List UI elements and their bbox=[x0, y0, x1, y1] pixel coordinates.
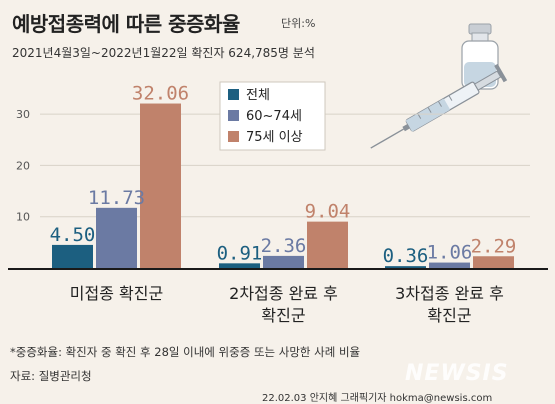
category-label: 2차접종 완료 후 bbox=[229, 284, 338, 303]
bar bbox=[52, 244, 93, 268]
value-label: 2.36 bbox=[261, 235, 307, 257]
category-label: 3차접종 완료 후 bbox=[395, 284, 504, 303]
chart-subtitle: 2021년4월3일~2022년1월22일 확진자 624,785명 분석 bbox=[12, 46, 315, 60]
legend: 전체 60~74세 75세 이상 bbox=[219, 81, 326, 151]
bar bbox=[140, 103, 181, 269]
legend-label: 75세 이상 bbox=[246, 130, 303, 145]
value-label: 9.04 bbox=[305, 201, 351, 223]
value-label: 2.29 bbox=[471, 235, 517, 257]
bar bbox=[473, 256, 514, 268]
legend-label: 전체 bbox=[246, 88, 270, 103]
bar-chart: 10 20 30 4.50 0.91 0.36 11.73 2.36 1.06 32.06 9.0… bbox=[8, 23, 548, 325]
bar bbox=[219, 263, 260, 268]
legend-swatch bbox=[228, 89, 239, 100]
newsis-watermark: NEWSIS bbox=[405, 361, 509, 386]
bar bbox=[307, 221, 348, 268]
bar bbox=[263, 255, 304, 268]
value-label: 0.36 bbox=[383, 245, 429, 267]
category-label: 확진군 bbox=[261, 306, 305, 325]
value-label: 32.06 bbox=[132, 83, 189, 105]
bar bbox=[385, 266, 426, 268]
legend-label: 60~74세 bbox=[246, 109, 302, 124]
credit: 22.02.03 안지혜 그래픽기자 hokma@newsis.com bbox=[262, 393, 493, 404]
category-label: 확진군 bbox=[427, 306, 471, 325]
bar bbox=[96, 207, 137, 268]
y-tick-label: 20 bbox=[16, 159, 30, 172]
y-tick-label: 10 bbox=[16, 211, 30, 224]
chart-title: 예방접종력에 따른 중증화율 bbox=[12, 12, 240, 36]
category-label: 미접종 확진군 bbox=[70, 284, 163, 303]
value-label: 1.06 bbox=[427, 242, 473, 264]
footnote: *중증화율: 확진자 중 확진 후 28일 이내에 위중증 또는 사망한 사례 … bbox=[10, 345, 361, 359]
bar bbox=[429, 262, 470, 268]
value-label: 0.91 bbox=[217, 242, 263, 264]
value-label: 11.73 bbox=[88, 187, 145, 209]
legend-swatch bbox=[228, 131, 239, 142]
source: 자료: 질병관리청 bbox=[10, 369, 92, 383]
value-label: 4.50 bbox=[50, 224, 96, 246]
unit-label: 단위:% bbox=[281, 17, 316, 30]
vaccine-syringe-illustration bbox=[370, 23, 508, 149]
legend-swatch bbox=[228, 110, 239, 121]
y-tick-label: 30 bbox=[16, 108, 30, 121]
